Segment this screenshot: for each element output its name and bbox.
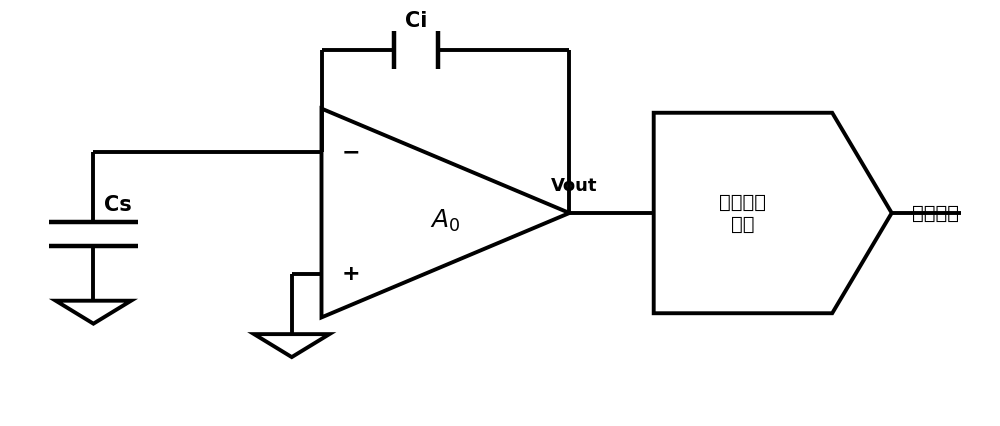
Text: −: − [342,142,361,162]
Text: 进行模数
转换: 进行模数 转换 [719,193,766,233]
Text: $A_0$: $A_0$ [430,208,461,234]
Text: Cs: Cs [104,195,132,215]
Text: +: + [342,264,361,284]
Text: Vout: Vout [551,177,598,195]
Text: Ci: Ci [405,11,427,31]
Text: 数字处理: 数字处理 [912,204,959,222]
